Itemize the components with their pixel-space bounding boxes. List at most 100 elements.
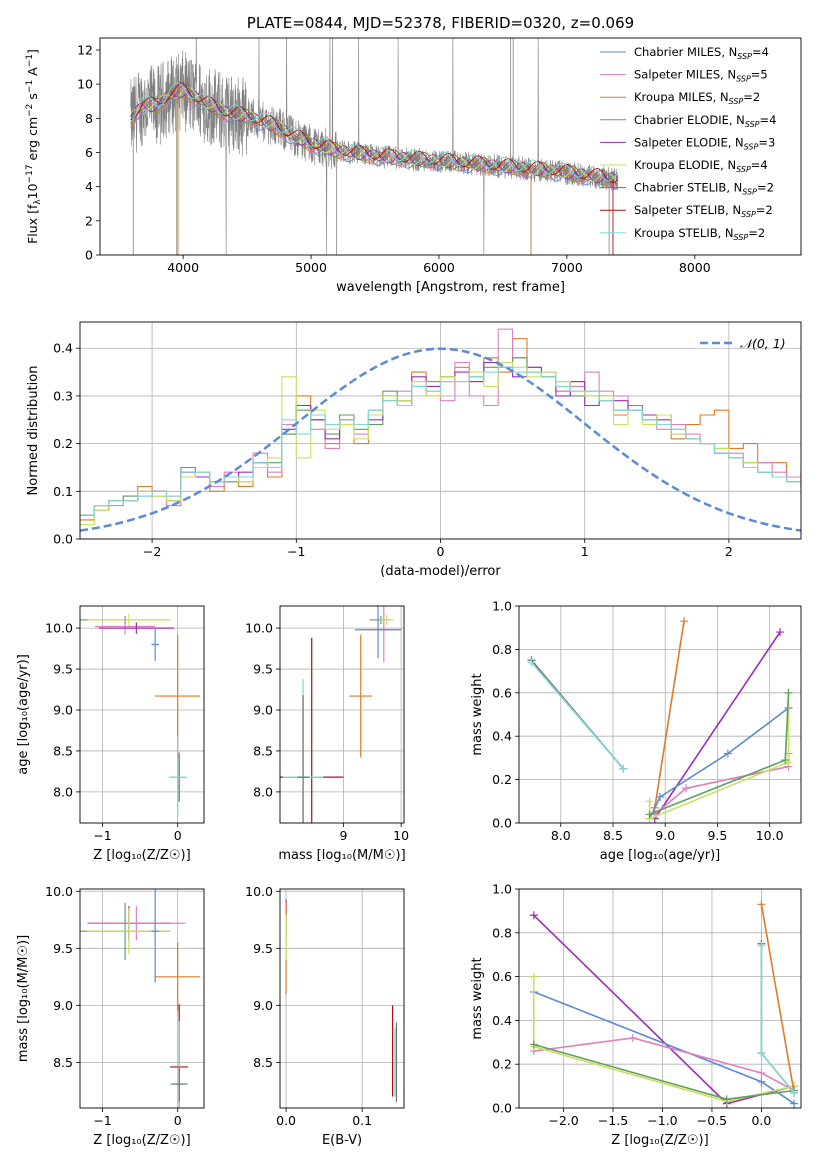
weight-marker: [656, 792, 664, 801]
legend-label-eq: =5: [751, 68, 768, 82]
x-tick-label: 10: [393, 828, 409, 843]
plot-area: [80, 889, 204, 1108]
weight-marker: [529, 911, 538, 920]
legend-label-sub: SSP: [729, 97, 744, 106]
y-tick-label: 0: [85, 248, 93, 263]
axes-frame: [79, 605, 205, 824]
weight-marker: [682, 784, 691, 793]
x-tick-label: −0.5: [697, 1113, 727, 1128]
weight-line: [760, 945, 795, 1094]
legend-label: Chabrier STELIB, NSSP=2: [634, 181, 774, 197]
chart-title: PLATE=0844, MJD=52378, FIBERID=0320, z=0…: [247, 14, 634, 32]
x-tick-label: −2: [143, 544, 161, 559]
x-axis-label: E(B-V): [322, 1133, 362, 1148]
axes-frame: [518, 605, 802, 824]
legend-label: Kroupa MILES, NSSP=2: [634, 90, 760, 106]
y-tick-label: 0.2: [492, 772, 512, 787]
plot-area: [519, 606, 801, 823]
y-tick-label: 0.4: [53, 341, 73, 356]
model-fit-line: [130, 88, 618, 190]
y-tick-label: 9.5: [253, 941, 273, 956]
weight-marker: [722, 1095, 731, 1104]
x-axis-label: Z [log₁₀(Z/Z☉)]: [611, 1133, 708, 1148]
x-axis-label: (data-model)/error: [380, 564, 501, 579]
y-axis-label: mass weight: [470, 673, 485, 755]
y-tick-label: 9.5: [253, 662, 273, 677]
y-axis-label: mass weight: [470, 957, 485, 1039]
plot-area: [130, 38, 619, 255]
weight-line: [654, 753, 790, 815]
y-axis-label: Normed distribution: [26, 366, 41, 496]
axes-frame: [79, 888, 205, 1109]
y-tick-label: 2: [85, 213, 93, 228]
legend-label-eq: =4: [751, 158, 768, 172]
data-spectrum-line: [130, 38, 619, 255]
y-axis-label-part: Flux [f: [25, 204, 40, 244]
legend: 𝒩(0, 1): [700, 336, 786, 351]
weight-marker: [781, 756, 790, 765]
y-tick-label: 4: [85, 179, 93, 194]
x-tick-label: 8.5: [603, 828, 623, 843]
y-axis-label-part: A: [25, 67, 40, 80]
legend-label: Kroupa STELIB, NSSP=2: [634, 226, 765, 242]
legend-label-main: Salpeter STELIB, N: [634, 203, 741, 217]
weight-marker: [757, 1077, 766, 1086]
legend-label: Salpeter MILES, NSSP=5: [634, 68, 768, 84]
axes-frame: [99, 37, 802, 256]
weight-line: [533, 1037, 795, 1092]
panel-weight_vs_age: 8.0 8.5 9.0 9.5 10.0 0.0 0.2 0.4 0.6 0.8 1.0 age [l…: [470, 599, 802, 863]
y-tick-label: 8.5: [253, 1055, 273, 1070]
plot-area: [519, 889, 801, 1108]
x-tick-label: 0: [174, 1113, 182, 1128]
panel-age_vs_z: −1 0 8.0 8.5 9.0 9.5 10.0 Z [log₁₀(Z/Z☉)] age [l…: [16, 605, 205, 863]
legend-label-eq: =4: [760, 113, 777, 127]
y-tick-label: 0.3: [53, 388, 73, 403]
legend-label-sub: SSP: [745, 120, 760, 129]
x-tick-label: −1: [93, 828, 111, 843]
y-tick-label: 10.0: [45, 884, 73, 899]
legend-label-main: Chabrier MILES, N: [634, 45, 737, 59]
y-axis-label-part: λ: [33, 199, 43, 205]
x-tick-label: 0.1: [352, 1113, 372, 1128]
axes-frame: [79, 321, 802, 540]
panel-weight_vs_z: −2.0 −1.5 −1.0 −0.5 0.0 0.0 0.2 0.4 0.6 0.8 1.0 Z […: [470, 882, 802, 1148]
weight-line: [533, 991, 795, 1105]
axes-frame: [279, 605, 405, 824]
y-tick-label: 0.4: [492, 1013, 512, 1028]
y-tick-label: 10: [77, 77, 93, 92]
x-tick-label: 4000: [167, 260, 199, 275]
x-tick-label: 9: [339, 828, 347, 843]
weight-marker: [619, 764, 628, 773]
panel-residuals: −2 −1 0 1 2 0.0 0.1 0.2 0.3 0.4 (data-model)/error…: [26, 321, 802, 579]
histogram-step: [80, 366, 801, 516]
y-tick-label: 8.5: [53, 743, 73, 758]
panel-mass_vs_z: −1 0 8.5 9.0 9.5 10.0 Z [log₁₀(Z/Z☉)] mass [log…: [16, 884, 205, 1148]
x-tick-label: 0.0: [276, 1113, 296, 1128]
legend-label-main: Kroupa MILES, N: [634, 90, 729, 104]
y-axis-label-part: ]: [25, 49, 40, 54]
legend-label: Chabrier ELODIE, NSSP=4: [634, 113, 776, 129]
legend-label-main: Chabrier ELODIE, N: [634, 113, 745, 127]
legend-label-sub: SSP: [734, 233, 749, 242]
weight-line: [533, 976, 795, 1103]
y-tick-label: 9.0: [253, 998, 273, 1013]
legend-label-main: Kroupa STELIB, N: [634, 226, 734, 240]
model-fit-line: [130, 90, 619, 184]
weight-line: [648, 692, 790, 820]
weight-line: [533, 914, 795, 1105]
axes-frame: [279, 888, 405, 1109]
legend-label-eq: =2: [756, 203, 773, 217]
model-fit-line: [130, 82, 619, 182]
legend-label-main: Kroupa ELODIE, N: [634, 158, 736, 172]
histogram-step: [80, 357, 801, 516]
weight-marker: [790, 1099, 799, 1108]
histogram-step: [80, 361, 801, 516]
model-fit-line: [130, 87, 619, 184]
x-tick-label: 6000: [423, 260, 455, 275]
panel-mass_vs_ebv: 0.0 0.1 8.5 9.0 9.5 10.0 E(B-V): [245, 884, 405, 1148]
histogram-step: [80, 328, 801, 516]
y-tick-label: 9.5: [53, 662, 73, 677]
legend-label-eq: =3: [758, 135, 775, 149]
weight-line: [654, 621, 685, 808]
